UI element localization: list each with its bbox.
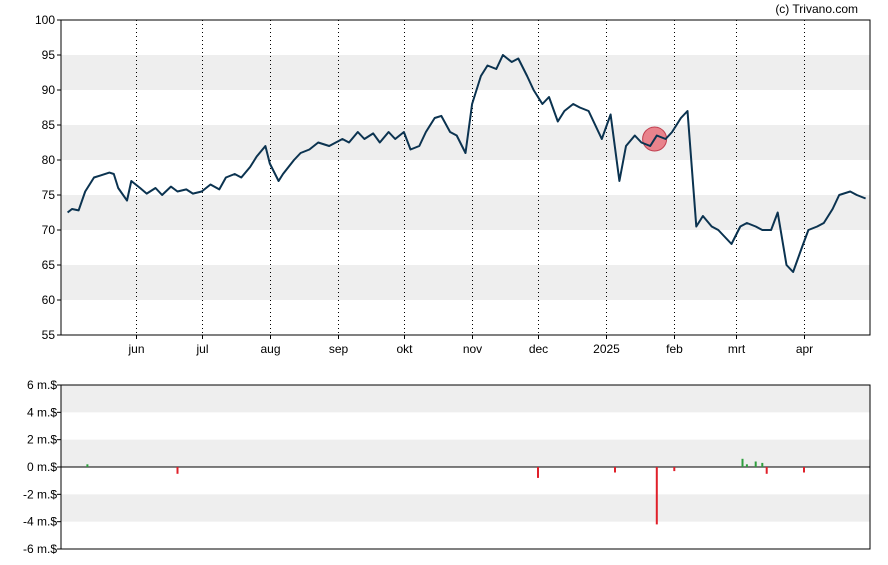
- volume-bar: [614, 467, 616, 473]
- volume-bars: [86, 458, 805, 525]
- volume-band: [61, 385, 870, 413]
- volume-band: [61, 439, 870, 467]
- volume-bar: [761, 462, 764, 467]
- x-tick-label: dec: [529, 342, 548, 356]
- y-tick-label: 55: [42, 328, 56, 342]
- price-frame: [60, 19, 871, 336]
- volume-y-tick-label: -6 m.$: [23, 542, 57, 556]
- y-tick-label: 95: [42, 48, 56, 62]
- price-grid-bands: [61, 55, 870, 300]
- volume-y-tick-label: 2 m.$: [27, 433, 57, 447]
- volume-bar: [86, 464, 89, 467]
- volume-bar: [537, 467, 539, 478]
- x-tick-label: apr: [796, 342, 813, 356]
- volume-bar: [765, 467, 768, 474]
- volume-y-tick-label: 6 m.$: [27, 378, 57, 392]
- volume-bar: [655, 467, 658, 525]
- y-tick-label: 65: [42, 258, 56, 272]
- volume-frame: [60, 384, 871, 550]
- volume-bar: [673, 467, 676, 472]
- volume-y-tick-label: 0 m.$: [27, 460, 57, 474]
- volume-bar: [176, 467, 179, 474]
- y-tick-label: 60: [42, 293, 56, 307]
- volume-grid-bands: [61, 385, 870, 522]
- y-tick-label: 70: [42, 223, 56, 237]
- volume-y-tick-label: -2 m.$: [23, 487, 57, 501]
- volume-y-tick-label: 4 m.$: [27, 405, 57, 419]
- price-band: [61, 265, 870, 300]
- price-month-lines: [136, 20, 805, 335]
- y-tick-label: 85: [42, 118, 56, 132]
- x-tick-label: aug: [260, 342, 280, 356]
- volume-y-axis: 6 m.$ 4 m.$ 2 m.$ 0 m.$ -2 m.$ -4 m.$ -6 m.$: [23, 378, 61, 556]
- y-tick-label: 75: [42, 188, 56, 202]
- price-band: [61, 55, 870, 90]
- y-tick-label: 80: [42, 153, 56, 167]
- price-x-axis: jun jul aug sep okt nov dec 2025 feb mrt apr: [127, 335, 813, 356]
- price-line: [66, 54, 866, 273]
- x-tick-label: sep: [329, 342, 349, 356]
- volume-bar: [741, 458, 744, 467]
- copyright-label: (c) Trivano.com: [775, 2, 858, 16]
- x-tick-label: 2025: [593, 342, 620, 356]
- volume-bar: [803, 467, 805, 473]
- x-tick-label: mrt: [728, 342, 746, 356]
- volume-band: [61, 494, 870, 522]
- x-tick-label: nov: [463, 342, 482, 356]
- x-tick-label: jul: [195, 342, 208, 356]
- price-y-axis: 100 95 90 85 80 75 70 65 60 55: [35, 13, 61, 342]
- x-tick-label: jun: [127, 342, 144, 356]
- y-tick-label: 90: [42, 83, 56, 97]
- y-tick-label: 100: [35, 13, 55, 27]
- price-band: [61, 195, 870, 230]
- price-band: [61, 125, 870, 160]
- x-tick-label: feb: [666, 342, 683, 356]
- volume-y-tick-label: -4 m.$: [23, 515, 57, 529]
- volume-bar: [754, 461, 757, 467]
- volume-bar: [745, 464, 748, 467]
- x-tick-label: okt: [396, 342, 413, 356]
